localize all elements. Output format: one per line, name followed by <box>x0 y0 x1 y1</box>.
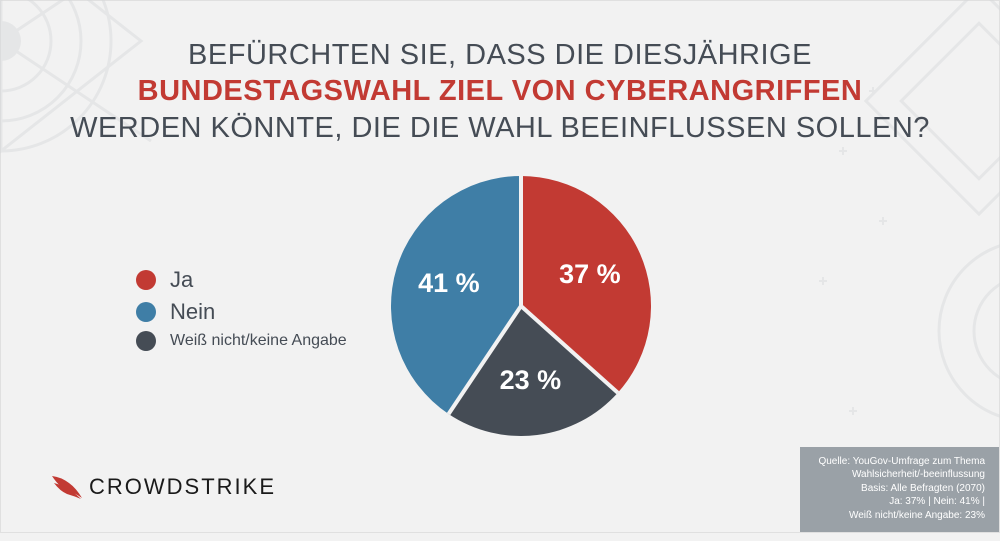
legend-item-nein: Nein <box>136 299 347 325</box>
legend: Ja Nein Weiß nicht/keine Angabe <box>136 261 347 357</box>
legend-item-wn: Weiß nicht/keine Angabe <box>136 331 347 351</box>
source-line: Basis: Alle Befragten (2070) <box>818 482 985 496</box>
question-title: BEFÜRCHTEN SIE, DASS DIE DIESJÄHRIGE BUN… <box>1 37 999 146</box>
source-line: Wahlsicherheit/-beeinflussung <box>818 468 985 482</box>
brand-logo: CROWDSTRIKE <box>51 474 276 500</box>
legend-label-wn: Weiß nicht/keine Angabe <box>170 332 347 350</box>
source-line: Ja: 37% | Nein: 41% | <box>818 495 985 509</box>
title-line-1: BEFÜRCHTEN SIE, DASS DIE DIESJÄHRIGE <box>1 37 999 73</box>
legend-item-ja: Ja <box>136 267 347 293</box>
title-line-3: WERDEN KÖNNTE, DIE DIE WAHL BEEINFLUSSEN… <box>1 110 999 146</box>
source-line: Weiß nicht/keine Angabe: 23% <box>818 509 985 523</box>
legend-dot-wn <box>136 331 156 351</box>
legend-dot-ja <box>136 270 156 290</box>
title-line-2-emphasis: BUNDESTAGSWAHL ZIEL VON CYBERANGRIFFEN <box>1 73 999 109</box>
legend-label-ja: Ja <box>170 267 193 293</box>
legend-dot-nein <box>136 302 156 322</box>
pie-chart: 37 %23 %41 % <box>391 176 651 436</box>
falcon-icon <box>51 474 83 500</box>
source-line: Quelle: YouGov-Umfrage zum Thema <box>818 455 985 469</box>
pie-svg <box>391 176 651 436</box>
legend-label-nein: Nein <box>170 299 215 325</box>
source-citation: Quelle: YouGov-Umfrage zum Thema Wahlsic… <box>800 447 999 533</box>
brand-name: CROWDSTRIKE <box>89 474 276 500</box>
